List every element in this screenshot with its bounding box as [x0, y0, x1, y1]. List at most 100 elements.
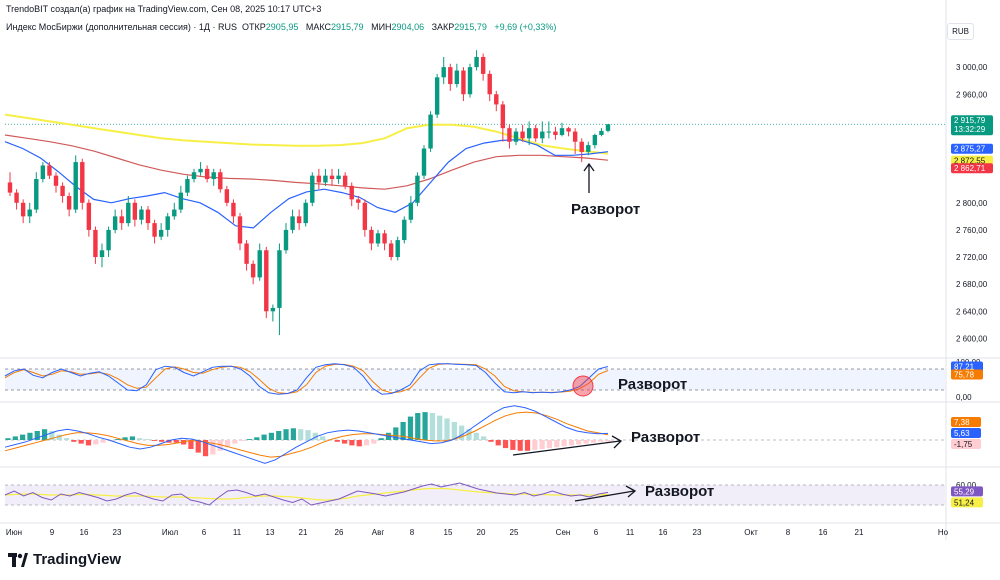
rsi-axis-label: 60,00: [956, 481, 977, 490]
close-value: 2915,79: [454, 22, 487, 32]
macd-hist-bar: [188, 440, 194, 449]
time-axis-label: 8: [410, 528, 415, 537]
hist-value: -1,75: [954, 440, 973, 449]
candle-body: [73, 162, 78, 210]
candle-body: [27, 209, 32, 217]
time-axis-label: 16: [659, 528, 668, 537]
candle-body: [191, 172, 197, 180]
rsi-tag: [951, 486, 983, 497]
time-axis-label: Авг: [372, 528, 385, 537]
time-axis-label: 15: [444, 528, 453, 537]
candle-body: [526, 128, 532, 139]
time-axis-label: 25: [510, 528, 519, 537]
macd-hist-bar: [554, 440, 560, 448]
close-label: ЗАКР: [431, 22, 455, 32]
candle-body: [53, 175, 59, 186]
annotation-arrowhead: [583, 162, 595, 172]
time-axis-label: 23: [113, 528, 122, 537]
signal-tag: [951, 428, 981, 438]
macd-hist-bar: [71, 440, 77, 442]
macd-hist-bar: [239, 440, 245, 441]
candle-body: [34, 179, 39, 210]
rsi-ma-tag: [951, 497, 983, 508]
creator-line: TrendoBIT создал(а) график на TradingVie…: [6, 4, 322, 14]
candle-body: [99, 250, 105, 258]
macd-value: 7,38: [954, 418, 970, 427]
tradingview-icon: [8, 552, 28, 567]
candle-body: [540, 131, 545, 139]
tradingview-logo[interactable]: TradingView: [8, 551, 121, 568]
time-axis-label: 21: [855, 528, 864, 537]
macd-hist-bar: [466, 429, 472, 440]
candle-body: [231, 202, 236, 217]
tradingview-wordmark: TradingView: [33, 551, 122, 568]
time-axis-label: 13: [266, 528, 275, 537]
price-tag: [951, 155, 993, 166]
candle-body: [145, 209, 151, 224]
time-axis-label: 8: [786, 528, 791, 537]
macd-hist-bar: [407, 416, 414, 440]
candle-body: [461, 70, 466, 95]
macd-hist-bar: [444, 418, 450, 440]
macd-hist-bar: [93, 440, 99, 445]
annotation-arrowhead: [611, 435, 623, 449]
macd-hist-bar: [20, 434, 26, 440]
candle-body: [369, 229, 374, 244]
macd-hist-bar: [246, 439, 253, 440]
macd-hist-bar: [371, 440, 377, 444]
annotation-text: Разворот: [618, 376, 687, 393]
candle-body: [336, 175, 341, 180]
macd-hist-bar: [532, 440, 538, 450]
candle-body: [546, 131, 552, 133]
macd-hist-bar: [305, 430, 311, 440]
candle-body: [316, 175, 322, 183]
time-axis-label: 6: [594, 528, 599, 537]
low-value: 2904,06: [391, 22, 425, 32]
candle-body: [559, 128, 565, 135]
candle-body: [47, 165, 52, 176]
macd-hist-bar: [312, 432, 318, 440]
annotation-text: Разворот: [571, 201, 640, 218]
macd-hist-bar: [561, 440, 567, 447]
signal-value: 5,63: [954, 429, 970, 438]
macd-hist-bar: [12, 436, 18, 440]
macd-hist-bar: [341, 440, 348, 444]
macd-hist-bar: [393, 427, 399, 440]
macd-hist-bar: [568, 440, 575, 446]
candle-body: [572, 131, 578, 142]
price-tag-countdown: 13:32:29: [954, 125, 986, 134]
candle-body: [329, 175, 335, 180]
macd-hist-bar: [488, 440, 494, 442]
candle-body: [579, 141, 584, 152]
candle-body: [402, 219, 407, 241]
time-axis-label: 6: [202, 528, 207, 537]
macd-hist-bar: [320, 436, 326, 440]
macd-hist-bar: [144, 439, 150, 440]
time-axis-label: 20: [477, 528, 486, 537]
stoch-k-tag: [951, 361, 983, 372]
candle-body: [507, 128, 512, 142]
time-axis-label: Сен: [556, 528, 571, 537]
candle-body: [520, 131, 525, 139]
symbol-info: Индекс МосБиржи (дополнительная сессия) …: [6, 22, 561, 32]
candle-body: [152, 223, 157, 237]
macd-hist-bar: [481, 436, 487, 440]
candle-body: [60, 185, 65, 196]
candle-body: [93, 229, 98, 258]
candle-body: [375, 233, 381, 244]
candle-body: [388, 243, 394, 258]
currency-badge[interactable]: RUB: [947, 23, 974, 40]
candle-body: [448, 67, 453, 85]
candle-body: [185, 179, 190, 193]
time-axis-label: Июн: [6, 528, 22, 537]
time-axis-label: Окт: [744, 528, 758, 537]
macd-hist-bar: [166, 440, 172, 443]
time-axis-label: 9: [50, 528, 55, 537]
macd-line: [4, 405, 609, 464]
annotation-text: Разворот: [631, 429, 700, 446]
rsi-band: [5, 485, 945, 505]
candle-body: [172, 209, 177, 217]
candle-body: [553, 131, 558, 135]
macd-hist-bar: [356, 440, 362, 447]
candle-body: [270, 307, 276, 312]
